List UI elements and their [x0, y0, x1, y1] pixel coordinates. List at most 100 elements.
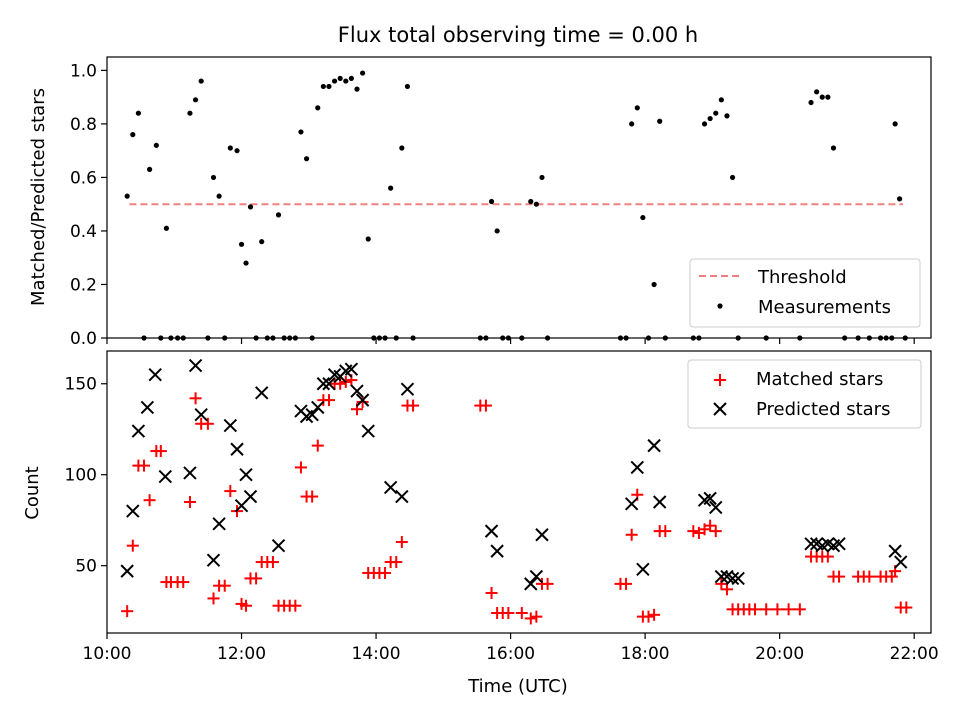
- measurement-point: [505, 335, 511, 341]
- measurement-point: [724, 113, 730, 119]
- measurement-point: [141, 335, 147, 341]
- matched-star-point: [121, 605, 134, 618]
- predicted-mark-b: [311, 400, 325, 415]
- measurement-point: [629, 121, 635, 127]
- count-y-tick-label: 100: [65, 466, 97, 486]
- matched-star-point: [485, 586, 498, 599]
- predicted-star-point: [131, 424, 146, 438]
- measurement-point: [275, 212, 282, 218]
- predicted-star-point: [383, 480, 398, 495]
- predicted-star-point: [194, 407, 208, 422]
- measurement-point: [337, 75, 343, 82]
- predicted-mark-b: [131, 424, 146, 438]
- matched-star-point: [479, 399, 492, 412]
- matched-star-point: [294, 461, 307, 474]
- predicted-star-point: [243, 489, 258, 504]
- predicted-mark-b: [194, 407, 208, 422]
- matched-star-point: [625, 528, 638, 541]
- matched-star-point: [659, 525, 672, 538]
- ratio-y-tick-label: 0.0: [70, 329, 97, 349]
- predicted-mark-b: [529, 569, 544, 584]
- measurement-point: [180, 335, 186, 341]
- measurement-point: [651, 281, 657, 288]
- measurement-point: [897, 196, 903, 202]
- x-tick-label: 10:00: [83, 644, 132, 664]
- matched-star-point: [154, 445, 167, 458]
- predicted-star-point: [832, 537, 846, 551]
- predicted-mark-b: [255, 386, 269, 400]
- predicted-mark-b: [832, 537, 846, 551]
- predicted-mark-b: [630, 460, 644, 475]
- matched-star-point: [395, 536, 408, 549]
- predicted-mark-b: [731, 571, 745, 586]
- matched-star-point: [833, 570, 846, 583]
- predicted-star-point: [725, 571, 740, 586]
- measurement-point: [243, 260, 249, 266]
- predicted-star-point: [529, 569, 544, 584]
- measurement-point: [320, 83, 326, 90]
- predicted-mark-b: [647, 438, 661, 453]
- predicted-star-point: [709, 500, 723, 515]
- matched-star-point: [407, 399, 420, 412]
- measurement-point: [281, 335, 287, 341]
- matched-star-point: [793, 603, 806, 616]
- measurement-point: [519, 335, 525, 341]
- predicted-star-point: [206, 553, 221, 567]
- predicted-mark-b: [395, 489, 409, 504]
- predicted-legend-swatch: [713, 402, 727, 416]
- matched-star-point: [782, 603, 795, 616]
- measurement-point: [216, 193, 222, 199]
- measurement-point: [168, 335, 174, 341]
- matched-star-point: [541, 577, 554, 590]
- measurement-point: [825, 94, 831, 100]
- predicted-mark-b: [212, 517, 226, 531]
- measurement-point: [153, 142, 159, 148]
- measurement-point: [298, 129, 304, 135]
- measurement-point: [147, 166, 153, 172]
- measurement-point: [729, 174, 736, 181]
- measurement-point: [883, 335, 889, 341]
- predicted-star-point: [894, 555, 908, 569]
- predicted-mark-b: [230, 442, 244, 456]
- matched-star-point: [760, 603, 773, 616]
- measurement-point: [187, 110, 193, 116]
- count-legend-box: [687, 359, 922, 429]
- ratio-axis-ticks: 0.0 0.2 0.4 0.6 0.8 1.0: [70, 61, 915, 349]
- predicted-mark-b: [652, 495, 667, 509]
- predicted-mark-b: [140, 400, 155, 415]
- predicted-mark-b: [148, 367, 162, 382]
- measurement-point: [238, 241, 245, 247]
- measurement-point: [192, 97, 199, 103]
- measurement-point: [222, 335, 228, 341]
- measurement-point: [130, 132, 136, 138]
- matched-star-point: [379, 566, 392, 579]
- predicted-star-point: [183, 466, 197, 480]
- predicted-mark-b: [120, 564, 134, 578]
- predicted-star-point: [400, 382, 415, 396]
- predicted-mark-b: [484, 524, 499, 538]
- measurement-point: [797, 335, 803, 341]
- predicted-star-point: [255, 386, 269, 400]
- measurement-point: [158, 335, 164, 341]
- matched-star-point: [900, 601, 913, 614]
- predicted-star-point: [230, 442, 244, 456]
- matched-star-point: [748, 603, 761, 616]
- measurement-point: [892, 121, 898, 127]
- predicted-mark-b: [183, 466, 197, 480]
- matched-star-point: [720, 583, 733, 596]
- matched-star-point: [863, 570, 876, 583]
- matched-star-point: [201, 417, 214, 430]
- count-axis-ticks: 50 100 150 10:00 12:00 14:00 16:00 18:00 20:00 22…: [65, 375, 939, 664]
- x-tick-label: 22:00: [890, 644, 939, 664]
- threshold-legend-label: Threshold: [757, 267, 847, 288]
- predicted-star-point: [630, 460, 644, 475]
- predicted-mark-b: [894, 555, 908, 569]
- x-tick-label: 14:00: [352, 644, 401, 664]
- ratio-plot-frame: [106, 56, 932, 339]
- predicted-mark-b: [316, 377, 331, 391]
- measurement-point: [830, 145, 837, 151]
- measurement-point: [135, 110, 141, 116]
- measurement-point: [494, 228, 500, 234]
- predicted-star-point: [344, 362, 359, 376]
- count-legend: Matched stars Predicted stars: [687, 359, 922, 429]
